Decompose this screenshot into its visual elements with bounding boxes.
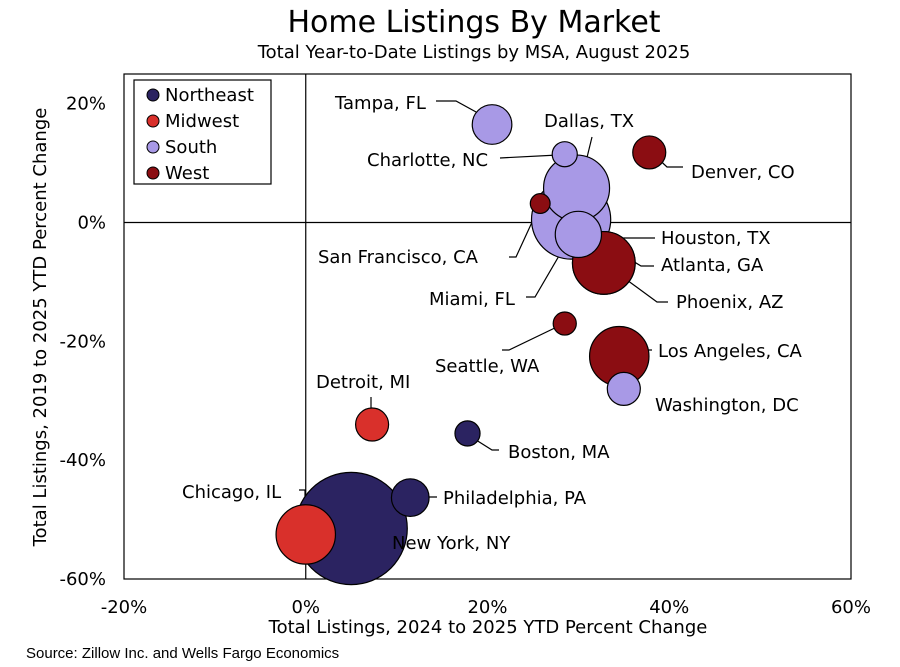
x-tick-label: 20%: [467, 597, 507, 618]
point-label-chicago-il: Chicago, IL: [182, 482, 281, 503]
point-label-phoenix-az: Phoenix, AZ: [676, 292, 784, 313]
point-label-miami-fl: Miami, FL: [429, 289, 515, 310]
x-tick-label: 60%: [831, 597, 871, 618]
y-tick-label: 20%: [66, 94, 106, 115]
y-tick-label: 0%: [77, 213, 106, 234]
point-label-boston-ma: Boston, MA: [508, 442, 610, 463]
x-tick-label: 40%: [649, 597, 689, 618]
bubble-miami-fl: [554, 210, 603, 259]
leader-line-charlotte-nc: [499, 154, 559, 159]
point-label-new-york-ny: New York, NY: [392, 533, 511, 554]
legend-label-midwest: Midwest: [165, 111, 239, 132]
point-label-los-angeles-ca: Los Angeles, CA: [658, 341, 803, 362]
bubble-denver-co: [632, 135, 667, 170]
bubble-chicago-il: [275, 504, 337, 565]
legend-marker-northeast: [146, 88, 160, 102]
x-tick-label: -20%: [101, 597, 148, 618]
legend: Northeast Midwest South West: [133, 79, 272, 185]
bubble-washington-dc: [606, 371, 641, 406]
bubble-philadelphia-pa: [390, 478, 430, 518]
point-label-tampa-fl: Tampa, FL: [334, 93, 426, 114]
point-label-atlanta-ga: Atlanta, GA: [661, 255, 764, 276]
point-label-seattle-wa: Seattle, WA: [435, 356, 540, 377]
point-label-dallas-tx: Dallas, TX: [544, 111, 634, 132]
bubble-charlotte-nc: [551, 141, 578, 168]
bubble-boston-ma: [454, 420, 481, 447]
bubble-tampa-fl: [471, 104, 513, 145]
point-label-philadelphia-pa: Philadelphia, PA: [443, 488, 587, 509]
point-label-washington-dc: Washington, DC: [655, 395, 799, 416]
bubble-detroit-mi: [354, 407, 390, 442]
chart-subtitle: Total Year-to-Date Listings by MSA, Augu…: [257, 42, 691, 63]
chart-title: Home Listings By Market: [287, 5, 660, 40]
legend-marker-south: [146, 140, 160, 154]
bubble-san-francisco-ca: [529, 193, 551, 215]
point-label-detroit-mi: Detroit, MI: [316, 372, 410, 393]
point-label-charlotte-nc: Charlotte, NC: [367, 150, 488, 171]
legend-marker-west: [146, 166, 160, 180]
point-label-houston-tx: Houston, TX: [661, 228, 771, 249]
y-tick-label: -60%: [59, 569, 106, 590]
leader-line-seattle-wa: [502, 324, 562, 351]
y-axis-title: Total Listings, 2019 to 2025 YTD Percent…: [30, 108, 51, 548]
source-note: Source: Zillow Inc. and Wells Fargo Econ…: [26, 645, 339, 662]
x-tick-label: 0%: [291, 597, 320, 618]
legend-label-northeast: Northeast: [165, 85, 254, 106]
bubble-seattle-wa: [552, 311, 577, 336]
y-tick-label: -20%: [59, 331, 106, 352]
legend-label-west: West: [165, 163, 209, 184]
x-axis-title: Total Listings, 2024 to 2025 YTD Percent…: [268, 617, 708, 638]
y-tick-label: -40%: [59, 450, 106, 471]
legend-label-south: South: [165, 137, 217, 158]
legend-marker-midwest: [146, 114, 160, 128]
point-label-denver-co: Denver, CO: [691, 162, 795, 183]
point-label-san-francisco-ca: San Francisco, CA: [318, 247, 479, 268]
